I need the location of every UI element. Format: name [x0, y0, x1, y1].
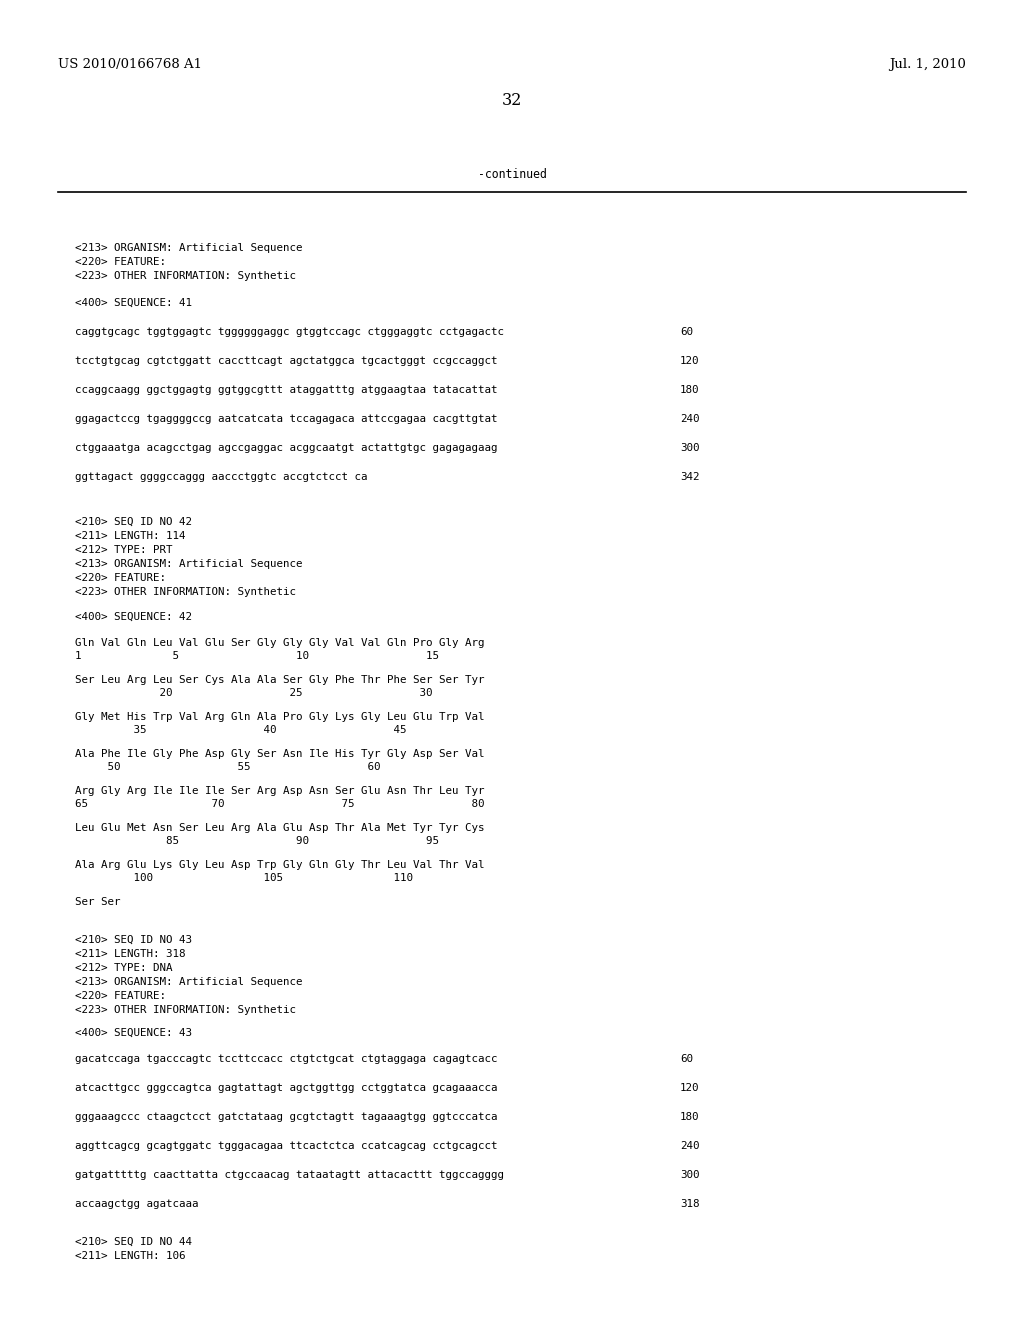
Text: 32: 32 [502, 92, 522, 110]
Text: <223> OTHER INFORMATION: Synthetic: <223> OTHER INFORMATION: Synthetic [75, 1005, 296, 1015]
Text: 120: 120 [680, 1082, 699, 1093]
Text: 180: 180 [680, 1111, 699, 1122]
Text: 50                  55                  60: 50 55 60 [75, 762, 381, 772]
Text: 65                   70                  75                  80: 65 70 75 80 [75, 799, 484, 809]
Text: gacatccaga tgacccagtc tccttccacc ctgtctgcat ctgtaggaga cagagtcacc: gacatccaga tgacccagtc tccttccacc ctgtctg… [75, 1053, 498, 1064]
Text: 300: 300 [680, 1170, 699, 1180]
Text: <210> SEQ ID NO 43: <210> SEQ ID NO 43 [75, 935, 193, 945]
Text: ggagactccg tgaggggccg aatcatcata tccagagaca attccgagaa cacgttgtat: ggagactccg tgaggggccg aatcatcata tccagag… [75, 414, 498, 424]
Text: -continued: -continued [477, 168, 547, 181]
Text: <400> SEQUENCE: 43: <400> SEQUENCE: 43 [75, 1028, 193, 1038]
Text: 20                  25                  30: 20 25 30 [75, 688, 432, 698]
Text: 318: 318 [680, 1199, 699, 1209]
Text: <213> ORGANISM: Artificial Sequence: <213> ORGANISM: Artificial Sequence [75, 243, 302, 253]
Text: <211> LENGTH: 114: <211> LENGTH: 114 [75, 531, 185, 541]
Text: <220> FEATURE:: <220> FEATURE: [75, 257, 166, 267]
Text: Ala Arg Glu Lys Gly Leu Asp Trp Gly Gln Gly Thr Leu Val Thr Val: Ala Arg Glu Lys Gly Leu Asp Trp Gly Gln … [75, 861, 484, 870]
Text: <400> SEQUENCE: 41: <400> SEQUENCE: 41 [75, 298, 193, 308]
Text: 240: 240 [680, 414, 699, 424]
Text: 342: 342 [680, 473, 699, 482]
Text: 60: 60 [680, 1053, 693, 1064]
Text: Ser Leu Arg Leu Ser Cys Ala Ala Ser Gly Phe Thr Phe Ser Ser Tyr: Ser Leu Arg Leu Ser Cys Ala Ala Ser Gly … [75, 675, 484, 685]
Text: Jul. 1, 2010: Jul. 1, 2010 [889, 58, 966, 71]
Text: <213> ORGANISM: Artificial Sequence: <213> ORGANISM: Artificial Sequence [75, 558, 302, 569]
Text: gggaaagccc ctaagctcct gatctataag gcgtctagtt tagaaagtgg ggtcccatca: gggaaagccc ctaagctcct gatctataag gcgtcta… [75, 1111, 498, 1122]
Text: US 2010/0166768 A1: US 2010/0166768 A1 [58, 58, 202, 71]
Text: <210> SEQ ID NO 42: <210> SEQ ID NO 42 [75, 517, 193, 527]
Text: <213> ORGANISM: Artificial Sequence: <213> ORGANISM: Artificial Sequence [75, 977, 302, 987]
Text: ctggaaatga acagcctgag agccgaggac acggcaatgt actattgtgc gagagagaag: ctggaaatga acagcctgag agccgaggac acggcaa… [75, 444, 498, 453]
Text: Arg Gly Arg Ile Ile Ile Ser Arg Asp Asn Ser Glu Asn Thr Leu Tyr: Arg Gly Arg Ile Ile Ile Ser Arg Asp Asn … [75, 785, 484, 796]
Text: Ser Ser: Ser Ser [75, 898, 121, 907]
Text: 300: 300 [680, 444, 699, 453]
Text: <212> TYPE: DNA: <212> TYPE: DNA [75, 964, 172, 973]
Text: 85                  90                  95: 85 90 95 [75, 836, 439, 846]
Text: <212> TYPE: PRT: <212> TYPE: PRT [75, 545, 172, 554]
Text: <211> LENGTH: 106: <211> LENGTH: 106 [75, 1251, 185, 1261]
Text: Gly Met His Trp Val Arg Gln Ala Pro Gly Lys Gly Leu Glu Trp Val: Gly Met His Trp Val Arg Gln Ala Pro Gly … [75, 711, 484, 722]
Text: <211> LENGTH: 318: <211> LENGTH: 318 [75, 949, 185, 960]
Text: 1              5                  10                  15: 1 5 10 15 [75, 651, 439, 661]
Text: <210> SEQ ID NO 44: <210> SEQ ID NO 44 [75, 1237, 193, 1247]
Text: <223> OTHER INFORMATION: Synthetic: <223> OTHER INFORMATION: Synthetic [75, 587, 296, 597]
Text: Ala Phe Ile Gly Phe Asp Gly Ser Asn Ile His Tyr Gly Asp Ser Val: Ala Phe Ile Gly Phe Asp Gly Ser Asn Ile … [75, 748, 484, 759]
Text: accaagctgg agatcaaa: accaagctgg agatcaaa [75, 1199, 199, 1209]
Text: ggttagact ggggccaggg aaccctggtc accgtctcct ca: ggttagact ggggccaggg aaccctggtc accgtctc… [75, 473, 368, 482]
Text: 180: 180 [680, 385, 699, 395]
Text: <220> FEATURE:: <220> FEATURE: [75, 573, 166, 583]
Text: 60: 60 [680, 327, 693, 337]
Text: tcctgtgcag cgtctggatt caccttcagt agctatggca tgcactgggt ccgccaggct: tcctgtgcag cgtctggatt caccttcagt agctatg… [75, 356, 498, 366]
Text: 120: 120 [680, 356, 699, 366]
Text: 35                  40                  45: 35 40 45 [75, 725, 407, 735]
Text: atcacttgcc gggccagtca gagtattagt agctggttgg cctggtatca gcagaaacca: atcacttgcc gggccagtca gagtattagt agctggt… [75, 1082, 498, 1093]
Text: Gln Val Gln Leu Val Glu Ser Gly Gly Gly Val Val Gln Pro Gly Arg: Gln Val Gln Leu Val Glu Ser Gly Gly Gly … [75, 638, 484, 648]
Text: gatgatttttg caacttatta ctgccaacag tataatagtt attacacttt tggccagggg: gatgatttttg caacttatta ctgccaacag tataat… [75, 1170, 504, 1180]
Text: aggttcagcg gcagtggatc tgggacagaa ttcactctca ccatcagcag cctgcagcct: aggttcagcg gcagtggatc tgggacagaa ttcactc… [75, 1140, 498, 1151]
Text: caggtgcagc tggtggagtc tggggggaggc gtggtccagc ctgggaggtc cctgagactc: caggtgcagc tggtggagtc tggggggaggc gtggtc… [75, 327, 504, 337]
Text: <220> FEATURE:: <220> FEATURE: [75, 991, 166, 1001]
Text: <223> OTHER INFORMATION: Synthetic: <223> OTHER INFORMATION: Synthetic [75, 271, 296, 281]
Text: ccaggcaagg ggctggagtg ggtggcgttt ataggatttg atggaagtaa tatacattat: ccaggcaagg ggctggagtg ggtggcgttt ataggat… [75, 385, 498, 395]
Text: Leu Glu Met Asn Ser Leu Arg Ala Glu Asp Thr Ala Met Tyr Tyr Cys: Leu Glu Met Asn Ser Leu Arg Ala Glu Asp … [75, 822, 484, 833]
Text: 100                 105                 110: 100 105 110 [75, 873, 413, 883]
Text: <400> SEQUENCE: 42: <400> SEQUENCE: 42 [75, 612, 193, 622]
Text: 240: 240 [680, 1140, 699, 1151]
